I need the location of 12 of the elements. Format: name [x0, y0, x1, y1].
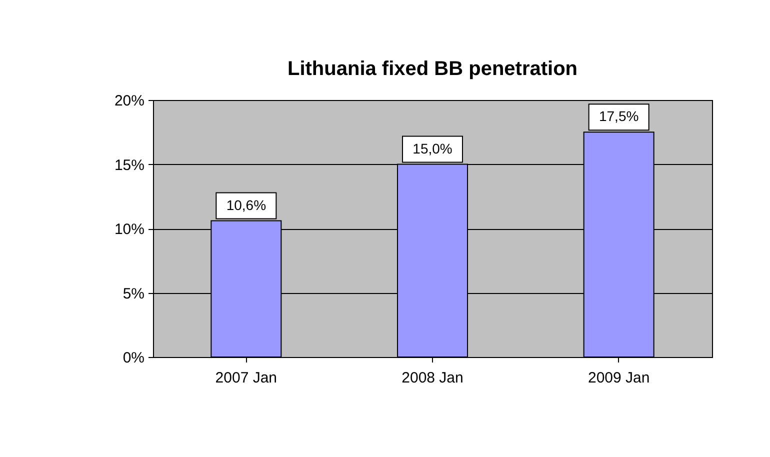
data-label: 15,0%	[412, 140, 452, 156]
chart-title: Lithuania fixed BB penetration	[287, 58, 578, 80]
y-tick-label: 15%	[114, 156, 144, 174]
y-tick-label: 0%	[122, 350, 144, 366]
y-tick-label: 10%	[114, 221, 144, 238]
y-tick-label: 5%	[122, 285, 144, 302]
data-label: 10,6%	[226, 196, 266, 213]
x-tick-label: 2007 Jan	[215, 370, 278, 386]
x-tick-label: 2009 Jan	[588, 370, 650, 386]
x-tick-label: 2008 Jan	[402, 370, 464, 386]
data-label: 17,5%	[598, 108, 639, 124]
y-tick-label: 20%	[114, 92, 144, 110]
